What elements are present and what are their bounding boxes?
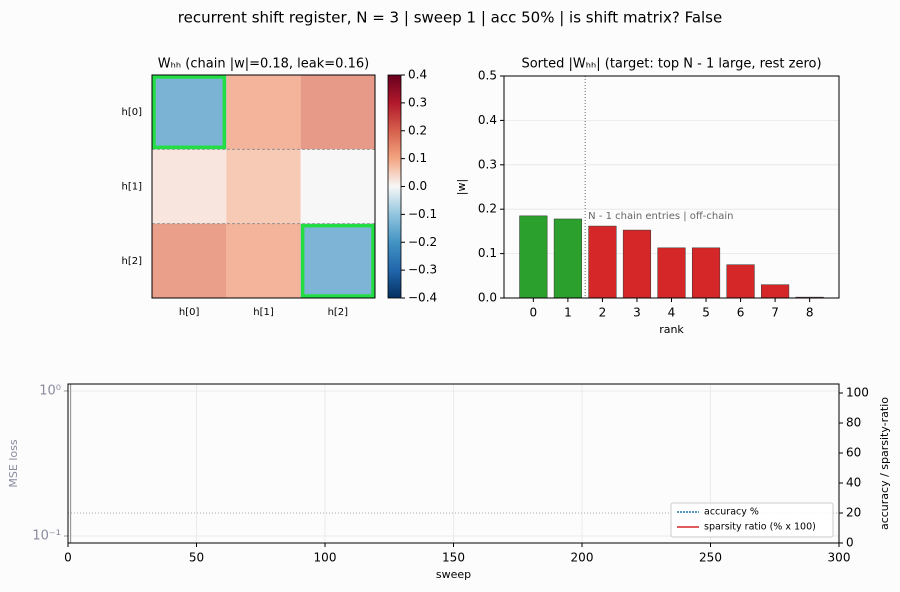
y-tick-label: h[2] [121,256,142,267]
chain-highlight [300,223,375,298]
colorbar-tick-label: −0.3 [408,263,437,277]
x-tick-label: 250 [699,551,722,565]
x-tick-label: 2 [599,306,607,320]
y-tick-label: 0.3 [478,157,497,171]
colorbar-tick-label: −0.2 [408,235,437,249]
y-tick-label: 0.2 [478,202,497,216]
heatmap-cell [226,223,301,298]
x-tick-label: 50 [189,551,204,565]
axes-frame [67,383,840,544]
colorbar-tick-label: −0.4 [408,291,437,305]
x-tick-label: 8 [806,306,814,320]
heatmap-cell [226,75,301,150]
x-tick-label: 6 [737,306,745,320]
x-tick-label: 3 [633,306,641,320]
bar [761,284,790,299]
x-axis-label: rank [659,323,684,336]
y2-tick-label: 60 [846,446,861,460]
y2-tick-label: 80 [846,416,861,430]
chart-title: Wₕₕ (chain |w|=0.18, leak=0.16) [158,57,369,72]
figure-title: recurrent shift register, N = 3 | sweep … [178,9,722,27]
heatmap-cell [300,149,375,224]
y-tick-label: 0.4 [478,113,497,127]
x-tick-label: 150 [442,551,465,565]
bar [726,264,755,299]
y2-tick-label: 40 [846,476,861,490]
y-tick-label: 0.1 [478,246,497,260]
x-tick-label: 300 [828,551,851,565]
colorbar-tick-label: 0.4 [408,68,427,82]
y-axis-label: |w| [455,179,468,195]
colorbar-tick-label: 0.1 [408,151,427,165]
colorbar-tick-label: 0.0 [408,179,427,193]
x-tick-label: h[2] [328,307,349,318]
bar [553,218,582,299]
heatmap-cell [226,149,301,224]
axes-frame [503,75,840,299]
colorbar-tick-label: 0.2 [408,123,427,137]
legend-box [670,502,834,538]
y-tick-label: 10⁻¹ [32,529,61,544]
chain-highlight [152,75,227,150]
y2-tick-label: 0 [846,536,854,550]
y-tick-label: h[1] [121,182,142,193]
x-axis-label: sweep [436,568,471,581]
x-tick-label: 100 [314,551,337,565]
bar [519,215,548,299]
x-tick-label: 4 [668,306,676,320]
x-tick-label: 0 [530,306,538,320]
y-tick-label: 0.0 [478,291,497,305]
x-tick-label: 7 [771,306,779,320]
chart-title: Sorted |Wₕₕ| (target: top N - 1 large, r… [521,57,821,72]
heatmap-cell [300,223,375,298]
y-tick-label: h[0] [121,107,142,118]
y2-axis-label: accuracy / sparsity-ratio [878,397,891,530]
heatmap-cell [152,75,227,150]
x-tick-label: 1 [564,306,572,320]
bar [691,247,721,299]
heatmap-cell [152,149,227,224]
y-tick-label: 0.5 [478,69,497,83]
bar [622,229,652,299]
bar [657,247,686,299]
y-tick-label: 10⁰ [39,383,61,398]
annotation: N - 1 chain entries | off-chain [588,211,733,222]
x-tick-label: h[1] [253,307,274,318]
colorbar-tick-label: 0.3 [408,95,427,109]
colorbar [387,74,402,299]
x-tick-label: h[0] [179,307,200,318]
heatmap-cell [152,223,227,298]
x-tick-label: 5 [702,306,710,320]
colorbar-tick-label: −0.1 [408,207,437,221]
bar [588,225,617,299]
legend-label: sparsity ratio (% x 100) [704,522,816,533]
x-tick-label: 0 [64,551,72,565]
y2-tick-label: 100 [846,386,869,400]
heatmap-cell [300,75,375,150]
y-axis-label: MSE loss [7,439,20,487]
legend-label: accuracy % [704,507,759,518]
y2-tick-label: 20 [846,506,861,520]
x-tick-label: 200 [571,551,594,565]
axes-frame [151,74,376,299]
